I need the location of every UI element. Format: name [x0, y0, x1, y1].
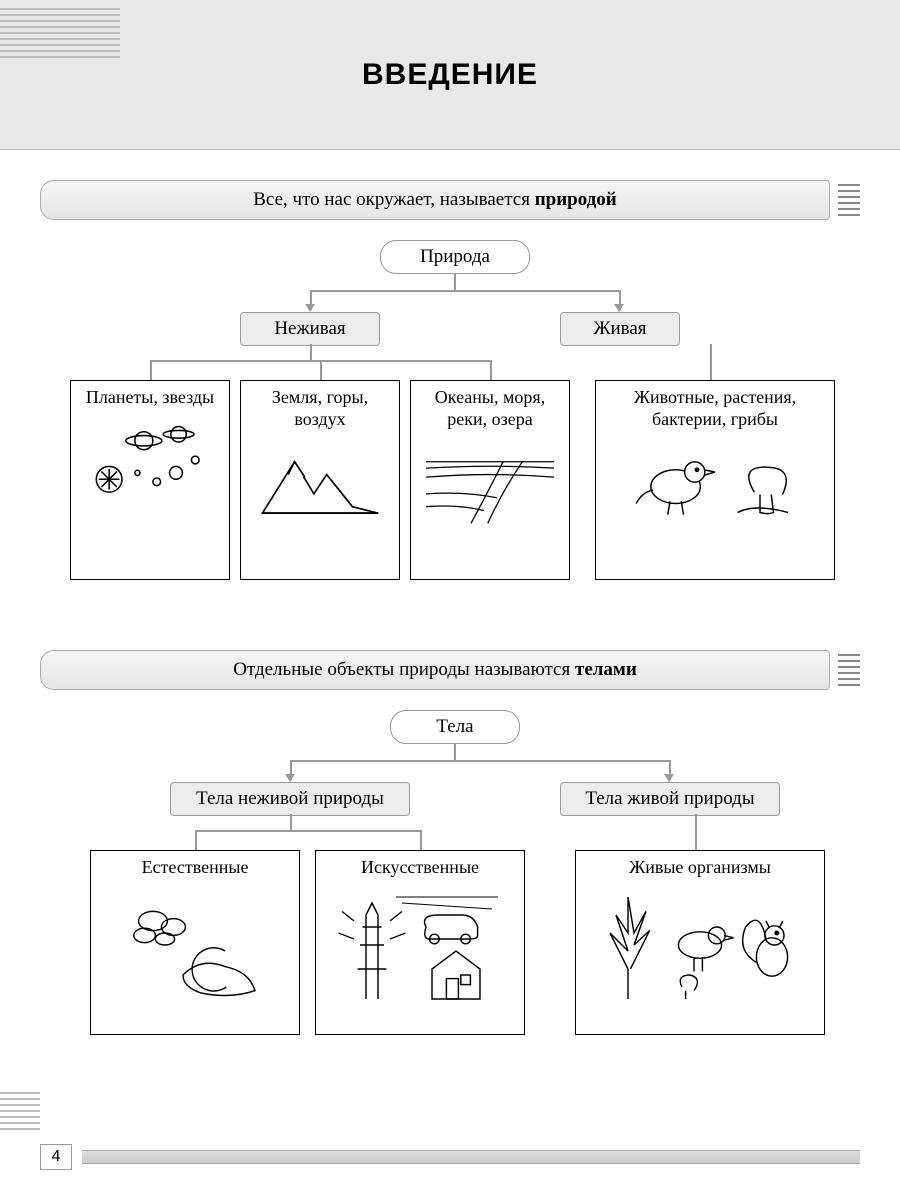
- leaf-living: Животные, растения, бактерии, грибы: [595, 380, 835, 580]
- decorative-hatch: [0, 1090, 40, 1130]
- cat-animate-bodies: Тела живой природы: [560, 782, 780, 816]
- diagram-nature: Природа Неживая Живая Планеты, звезды Зе…: [40, 240, 860, 620]
- section2-bar: Отдельные объекты природы называются тел…: [40, 650, 860, 690]
- decorative-lines-icon: [838, 184, 860, 216]
- root-node: Природа: [380, 240, 530, 274]
- leaf-artificial: Искусственные: [315, 850, 525, 1035]
- leaf-label: Планеты, звезды: [75, 387, 225, 409]
- cat-inanimate-bodies: Тела неживой природы: [170, 782, 410, 816]
- water-icon: [415, 436, 565, 526]
- tree-duck-squirrel-icon: [580, 885, 820, 1005]
- leaf-natural: Естественные: [90, 850, 300, 1035]
- leaf-earth: Земля, горы, воздух: [240, 380, 400, 580]
- section1-bar: Все, что нас окружает, называется природ…: [40, 180, 860, 220]
- page-title: ВВЕДЕНИЕ: [362, 58, 538, 92]
- leaf-water: Океаны, моря, реки, озера: [410, 380, 570, 580]
- leaf-label: Океаны, моря, реки, озера: [415, 387, 565, 430]
- bird-mushroom-icon: [600, 436, 830, 526]
- page-header: ВВЕДЕНИЕ: [0, 0, 900, 150]
- section2-text: Отдельные объекты природы называются: [233, 659, 575, 680]
- footer-bar: [82, 1150, 860, 1164]
- cat-animate: Живая: [560, 312, 680, 346]
- rocks-moon-icon: [95, 885, 295, 1005]
- leaf-label: Искусственные: [320, 857, 520, 879]
- tower-car-house-icon: [320, 885, 520, 1005]
- section2-bold: телами: [575, 659, 637, 680]
- decorative-hatch: [0, 8, 120, 58]
- mountains-icon: [245, 436, 395, 526]
- decorative-lines-icon: [838, 654, 860, 686]
- section1-bold: природой: [535, 189, 617, 210]
- page-footer: 4: [0, 1144, 900, 1170]
- section1-text: Все, что нас окружает, называется: [253, 189, 534, 210]
- cat-inanimate: Неживая: [240, 312, 380, 346]
- leaf-label: Естественные: [95, 857, 295, 879]
- leaf-label: Земля, горы, воздух: [245, 387, 395, 430]
- leaf-planets: Планеты, звезды: [70, 380, 230, 580]
- leaf-label: Живые организмы: [580, 857, 820, 879]
- page-number: 4: [40, 1144, 72, 1170]
- planets-icon: [75, 415, 225, 505]
- root-node: Тела: [390, 710, 520, 744]
- leaf-label: Животные, растения, бактерии, грибы: [600, 387, 830, 430]
- leaf-organisms: Живые организмы: [575, 850, 825, 1035]
- diagram-bodies: Тела Тела неживой природы Тела живой при…: [40, 710, 860, 1070]
